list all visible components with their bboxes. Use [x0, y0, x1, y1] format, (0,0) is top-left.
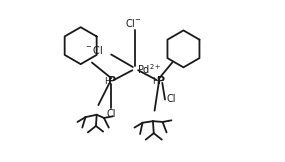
Text: P: P: [156, 76, 165, 86]
Text: H: H: [104, 76, 110, 86]
Text: $^-$Cl: $^-$Cl: [84, 45, 103, 57]
Text: Cl$^{-}$: Cl$^{-}$: [125, 17, 141, 29]
Text: P: P: [108, 76, 117, 86]
Text: Pd$^{2+}$: Pd$^{2+}$: [137, 62, 161, 76]
Text: H: H: [152, 76, 158, 86]
Text: Cl: Cl: [107, 109, 116, 119]
Text: Cl: Cl: [167, 94, 176, 104]
